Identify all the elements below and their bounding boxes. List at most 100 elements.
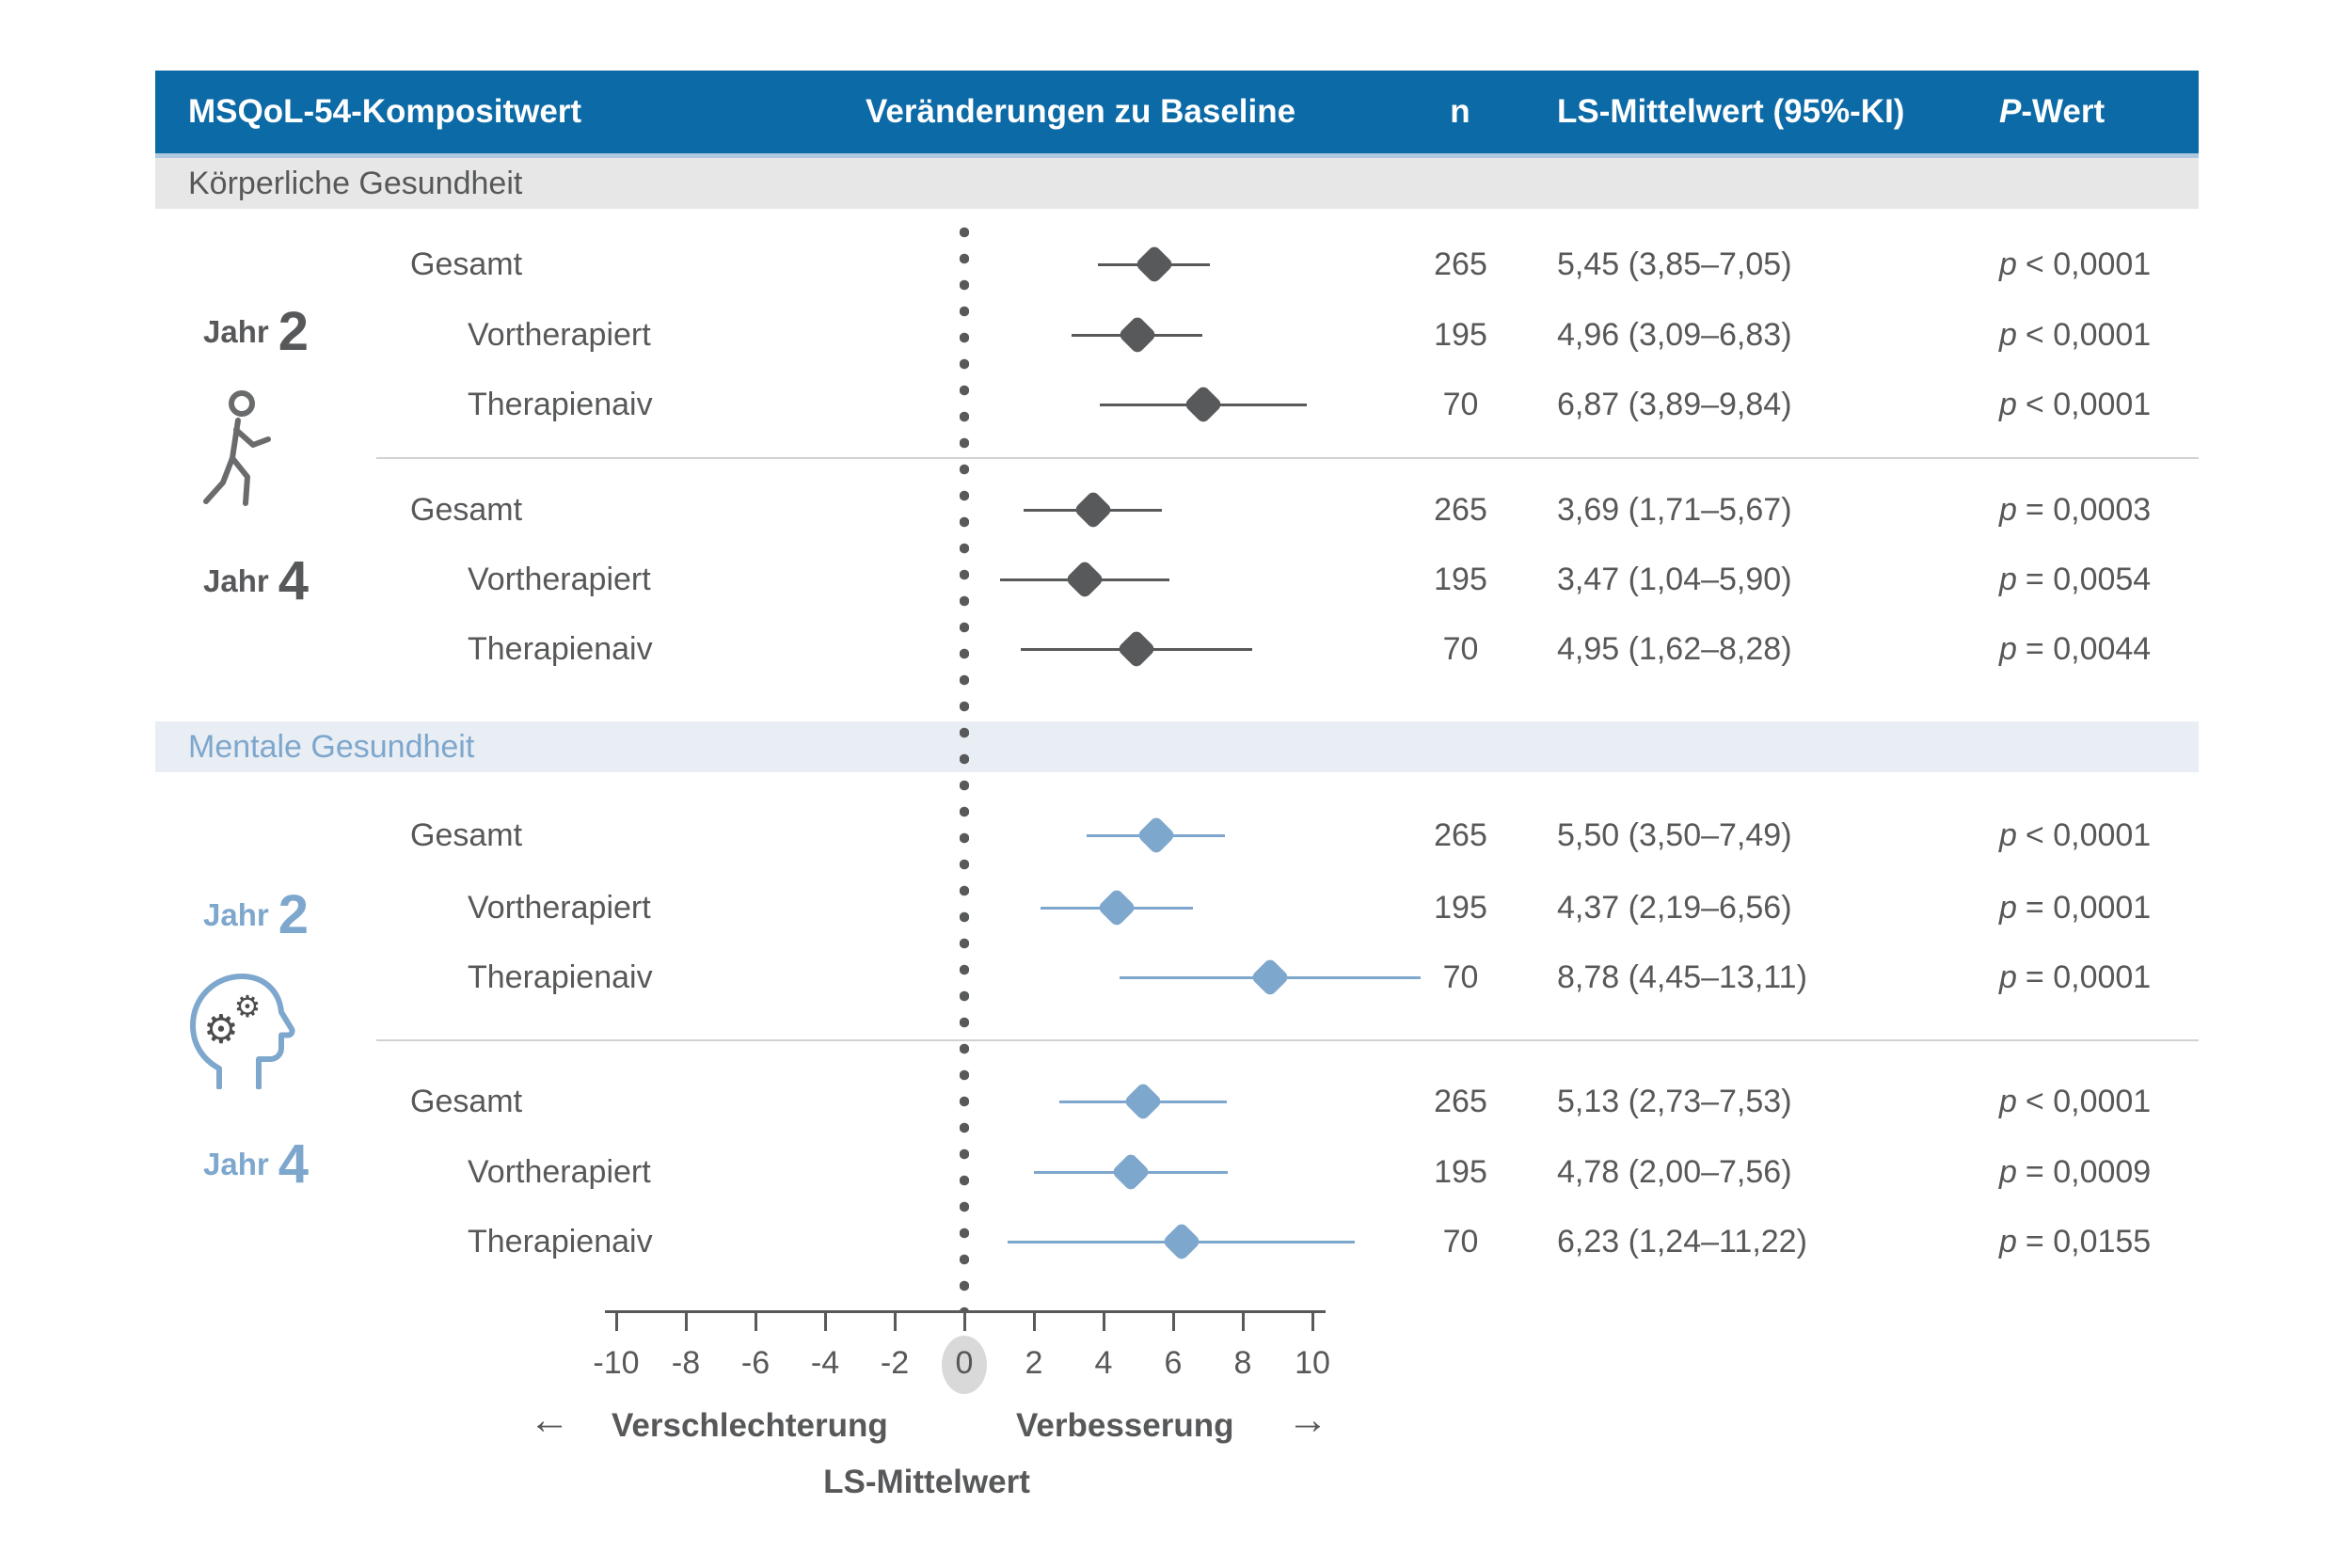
- ls-mean-ci-value: 4,96 (3,09–6,83): [1557, 317, 1792, 353]
- point-estimate-diamond: [1134, 244, 1174, 285]
- n-value: 195: [1434, 317, 1487, 353]
- worsening-label: Verschlechterung: [612, 1407, 888, 1444]
- section-mental-health: Mentale Gesundheit: [155, 721, 2199, 772]
- n-value: 195: [1434, 890, 1487, 926]
- header-p-value: P -Wert: [1999, 93, 2106, 130]
- year-4-label-physical: Jahr 4: [203, 550, 309, 611]
- forest-row: Therapienaiv 70 8,78 (4,45–13,11) p = 0,0…: [0, 942, 2352, 1012]
- n-value: 265: [1434, 246, 1487, 282]
- p-value: p = 0,0003: [1999, 492, 2152, 528]
- forest-row: Gesamt 265 3,69 (1,71–5,67) p = 0,0003: [0, 475, 2352, 545]
- axis-tick-label: -2: [880, 1345, 910, 1381]
- axis-tick-label: 6: [1164, 1345, 1183, 1381]
- axis-tick: [893, 1310, 897, 1331]
- row-label: Gesamt: [410, 817, 523, 853]
- forest-row: Gesamt 265 5,45 (3,85–7,05) p < 0,0001: [0, 230, 2352, 299]
- zero-reference-line: [960, 224, 969, 1310]
- axis-tick: [962, 1310, 966, 1331]
- p-value: p < 0,0001: [1999, 317, 2152, 353]
- axis-tick-label: 10: [1295, 1345, 1330, 1381]
- axis-tick-label: -10: [593, 1345, 640, 1381]
- ls-mean-ci-value: 5,13 (2,73–7,53): [1557, 1084, 1792, 1119]
- axis-tick: [684, 1310, 688, 1331]
- n-value: 265: [1434, 817, 1487, 853]
- n-value: 265: [1434, 492, 1487, 528]
- forest-row: Vortherapiert 195 4,78 (2,00–7,56) p = 0,…: [0, 1137, 2352, 1207]
- axis-tick-label: 8: [1233, 1345, 1252, 1381]
- axis-tick-label: 2: [1025, 1345, 1043, 1381]
- axis-tick-label: -8: [671, 1345, 701, 1381]
- p-value: p = 0,0001: [1999, 959, 2152, 995]
- row-label: Therapienaiv: [468, 631, 653, 667]
- forest-row: Gesamt 265 5,13 (2,73–7,53) p < 0,0001: [0, 1067, 2352, 1136]
- n-value: 195: [1434, 562, 1487, 597]
- walking-person-icon: [203, 390, 271, 506]
- year-2-label-mental: Jahr 2: [203, 884, 309, 945]
- n-value: 70: [1442, 1224, 1479, 1259]
- n-value: 70: [1442, 959, 1479, 995]
- n-value: 70: [1442, 631, 1479, 667]
- row-label: Gesamt: [410, 1084, 523, 1119]
- ls-mean-ci-value: 5,50 (3,50–7,49): [1557, 817, 1792, 853]
- forest-row: Vortherapiert 195 4,37 (2,19–6,56) p = 0,…: [0, 873, 2352, 942]
- axis-tick: [1311, 1310, 1314, 1331]
- header-separator: [155, 153, 2199, 158]
- n-value: 70: [1442, 387, 1479, 422]
- point-estimate-diamond: [1249, 957, 1291, 998]
- zero-tick-highlight: [942, 1336, 987, 1394]
- point-estimate-diamond: [1065, 559, 1105, 600]
- p-value: p = 0,0001: [1999, 890, 2152, 926]
- axis-tick-label: 4: [1094, 1345, 1113, 1381]
- row-label: Vortherapiert: [468, 1154, 651, 1190]
- p-value: p = 0,0009: [1999, 1154, 2152, 1190]
- row-label: Vortherapiert: [468, 317, 651, 353]
- forest-row: Therapienaiv 70 4,95 (1,62–8,28) p = 0,00…: [0, 614, 2352, 684]
- ls-mean-ci-value: 3,69 (1,71–5,67): [1557, 492, 1792, 528]
- point-estimate-diamond: [1073, 489, 1113, 531]
- ls-mean-ci-value: 8,78 (4,45–13,11): [1557, 959, 1807, 995]
- p-value: p = 0,0155: [1999, 1224, 2152, 1259]
- p-value: p = 0,0054: [1999, 562, 2152, 597]
- forest-row: Vortherapiert 195 4,96 (3,09–6,83) p < 0,…: [0, 300, 2352, 370]
- gear-glyph-small: ⚙: [234, 990, 262, 1023]
- row-label: Therapienaiv: [468, 959, 653, 995]
- header-change-from-baseline: Veränderungen zu Baseline: [866, 93, 1296, 130]
- improvement-arrow-icon: →: [1287, 1397, 1328, 1443]
- ls-mean-ci-value: 6,87 (3,89–9,84): [1557, 387, 1792, 422]
- axis-tick: [1241, 1310, 1245, 1331]
- improvement-label: Verbesserung: [1016, 1407, 1234, 1444]
- n-value: 265: [1434, 1084, 1487, 1119]
- row-label: Vortherapiert: [468, 562, 651, 597]
- forest-row: Vortherapiert 195 3,47 (1,04–5,90) p = 0,…: [0, 545, 2352, 614]
- p-value: p < 0,0001: [1999, 387, 2152, 422]
- header-ls-mean-ci: LS-Mittelwert (95%-KI): [1557, 93, 1905, 130]
- p-value: p = 0,0044: [1999, 631, 2152, 667]
- head-with-gears-icon: ⚙ ⚙: [190, 974, 295, 1089]
- axis-tick: [614, 1310, 618, 1331]
- point-estimate-diamond: [1116, 628, 1157, 670]
- point-estimate-diamond: [1110, 1151, 1152, 1193]
- ls-mean-ci-value: 4,78 (2,00–7,56): [1557, 1154, 1792, 1190]
- ls-mean-ci-value: 3,47 (1,04–5,90): [1557, 562, 1792, 597]
- year-4-label-mental: Jahr 4: [203, 1133, 309, 1195]
- header-n: n: [1450, 93, 1470, 130]
- axis-tick-label: -4: [810, 1345, 840, 1381]
- ls-mean-ci-value: 4,95 (1,62–8,28): [1557, 631, 1792, 667]
- row-label: Therapienaiv: [468, 1224, 653, 1259]
- forest-row: Therapienaiv 70 6,23 (1,24–11,22) p = 0,0…: [0, 1207, 2352, 1276]
- x-axis-title: LS-Mittelwert: [823, 1464, 1030, 1500]
- row-label: Vortherapiert: [468, 890, 651, 926]
- ls-mean-ci-value: 5,45 (3,85–7,05): [1557, 246, 1792, 282]
- point-estimate-diamond: [1122, 1081, 1164, 1122]
- ls-mean-ci-value: 4,37 (2,19–6,56): [1557, 890, 1792, 926]
- row-label: Gesamt: [410, 492, 523, 528]
- table-header: MSQoL-54-Kompositwert Veränderungen zu B…: [155, 71, 2199, 153]
- n-value: 195: [1434, 1154, 1487, 1190]
- point-estimate-diamond: [1161, 1221, 1201, 1262]
- axis-tick: [1032, 1310, 1036, 1331]
- axis-tick: [754, 1310, 757, 1331]
- p-value: p < 0,0001: [1999, 1084, 2152, 1119]
- ls-mean-ci-value: 6,23 (1,24–11,22): [1557, 1224, 1807, 1259]
- point-estimate-diamond: [1183, 384, 1224, 425]
